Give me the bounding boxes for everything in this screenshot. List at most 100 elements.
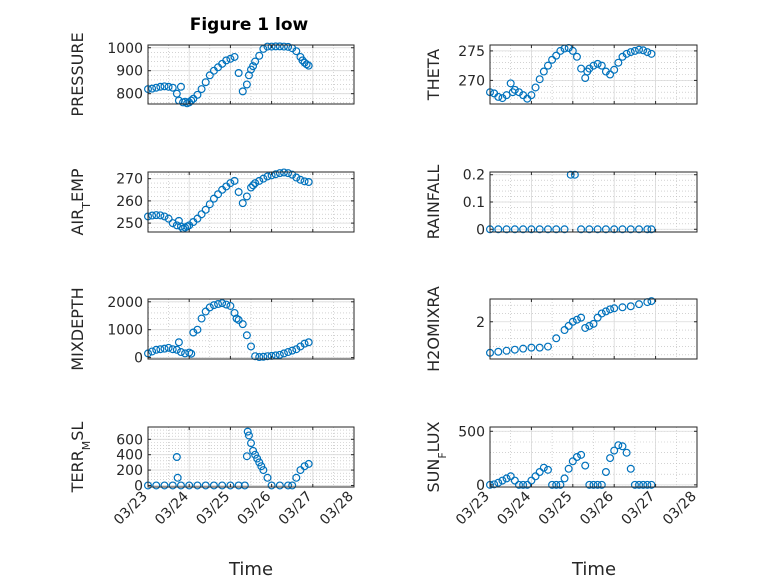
data-point xyxy=(300,462,309,471)
data-point xyxy=(552,480,561,489)
data-point xyxy=(230,52,239,61)
data-point xyxy=(279,42,288,51)
data-point xyxy=(494,347,503,356)
data-point xyxy=(502,474,511,483)
data-point xyxy=(160,481,169,490)
data-point xyxy=(552,51,561,60)
y-tick-label: 500 xyxy=(458,424,485,440)
y-tick-label: 900 xyxy=(116,64,143,80)
data-point xyxy=(249,446,258,455)
data-point xyxy=(560,326,569,335)
panel-1: 800 900 1000 PRESSURE xyxy=(68,32,355,117)
x-tick-label: 03/25 xyxy=(193,489,233,529)
data-point xyxy=(230,176,239,185)
data-point xyxy=(172,345,181,354)
data-point xyxy=(304,459,313,468)
data-point xyxy=(543,465,552,474)
data-point xyxy=(267,481,276,490)
data-point xyxy=(263,352,272,361)
data-point xyxy=(251,352,260,361)
data-point xyxy=(152,211,161,220)
data-point xyxy=(572,315,581,324)
x-tick-label: 03/23 xyxy=(111,489,151,529)
data-point xyxy=(618,442,627,451)
data-point xyxy=(552,334,561,343)
data-point xyxy=(238,320,247,329)
plot-area xyxy=(148,45,354,104)
data-point xyxy=(201,481,210,490)
x-tick-label: 03/24 xyxy=(152,488,192,528)
data-point xyxy=(531,83,540,92)
data-point xyxy=(626,225,635,234)
x-tick-label: 03/27 xyxy=(619,489,659,529)
x-axis-label-right: Time xyxy=(571,559,616,580)
axes-box xyxy=(147,426,355,488)
y-tick-label: 1000 xyxy=(107,323,143,339)
data-point xyxy=(618,225,627,234)
data-point xyxy=(581,461,590,470)
data-point xyxy=(643,48,652,57)
data-point xyxy=(490,480,499,489)
data-point xyxy=(539,463,548,472)
axes-box xyxy=(147,171,355,233)
data-point xyxy=(304,178,313,187)
data-point xyxy=(519,344,528,353)
y-tick-label: 250 xyxy=(116,216,143,232)
data-point xyxy=(209,301,218,310)
data-point xyxy=(589,480,598,489)
data-point xyxy=(174,338,183,347)
data-point xyxy=(160,82,169,91)
y-tick-label: 270 xyxy=(116,172,143,188)
data-point xyxy=(527,91,536,100)
x-axis-label-left: Time xyxy=(228,559,273,580)
data-point xyxy=(630,480,639,489)
data-point xyxy=(527,225,536,234)
x-tick-label: 03/26 xyxy=(235,488,275,528)
data-point xyxy=(535,343,544,352)
data-point xyxy=(234,69,243,78)
data-point xyxy=(552,225,561,234)
data-point xyxy=(502,346,511,355)
data-point xyxy=(510,85,519,94)
data-point xyxy=(205,200,214,209)
data-point xyxy=(292,47,301,56)
data-point xyxy=(647,480,656,489)
data-point xyxy=(226,179,235,188)
panel-3: 250 260 270 AIRTEMP xyxy=(68,168,355,236)
data-point xyxy=(255,458,264,467)
data-point xyxy=(238,199,247,208)
y-tick-label: 600 xyxy=(116,432,143,448)
data-point xyxy=(635,480,644,489)
data-point xyxy=(601,307,610,316)
data-point xyxy=(647,297,656,306)
y-tick-label: 2 xyxy=(476,315,485,331)
data-point xyxy=(630,46,639,55)
y-axis-label: TERRMSL xyxy=(68,422,93,494)
data-point xyxy=(201,78,210,87)
data-point xyxy=(214,300,223,309)
data-point xyxy=(494,478,503,487)
data-point xyxy=(244,431,253,440)
data-point xyxy=(271,170,280,179)
data-point xyxy=(263,42,272,51)
data-point xyxy=(593,480,602,489)
data-point xyxy=(193,325,202,334)
data-point xyxy=(494,92,503,101)
data-point xyxy=(519,480,528,489)
data-point xyxy=(242,331,251,340)
data-point xyxy=(610,65,619,74)
data-point xyxy=(597,480,606,489)
y-tick-label: 0 xyxy=(134,478,143,494)
x-tick-label: 03/27 xyxy=(276,489,316,529)
data-point xyxy=(263,473,272,482)
y-tick-label: 1000 xyxy=(107,41,143,57)
data-point xyxy=(510,476,519,485)
panel-2: 270 275 THETA xyxy=(424,44,698,105)
data-point xyxy=(610,225,619,234)
data-point xyxy=(172,89,181,98)
data-point xyxy=(606,454,615,463)
data-point xyxy=(243,427,252,436)
y-axis-label: PRESSURE xyxy=(68,32,87,116)
data-point xyxy=(606,305,615,314)
data-point xyxy=(168,83,177,92)
